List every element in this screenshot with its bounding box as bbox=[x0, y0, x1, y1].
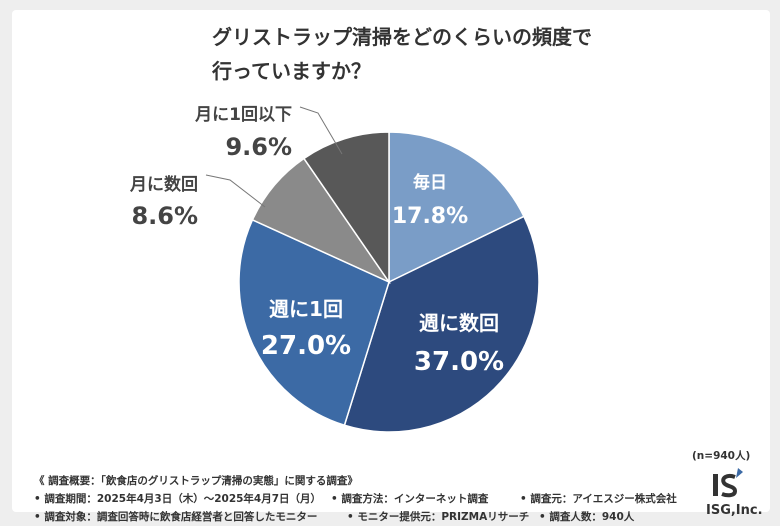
slice-value-label: 8.6% bbox=[131, 202, 198, 230]
slice-value-label: 9.6% bbox=[225, 133, 292, 161]
isg-logo-icon bbox=[713, 468, 743, 498]
leader-line bbox=[205, 174, 266, 208]
survey-source: • 調査元：アイエスジー株式会社 bbox=[520, 493, 677, 505]
survey-provider: • モニター提供元：PRIZMAリサーチ bbox=[347, 511, 530, 523]
pie-slice bbox=[388, 131, 525, 284]
slice-value-label: 37.0% bbox=[414, 347, 504, 377]
chart-title-line2: 行っていますか？ bbox=[212, 59, 371, 83]
chart-title-line1: グリストラップ清掃をどのくらいの頻度で bbox=[212, 25, 592, 49]
sample-size-label: (n=940人) bbox=[692, 450, 751, 462]
slice-label: 毎日 bbox=[413, 172, 447, 193]
slice-label: 週に数回 bbox=[419, 311, 499, 335]
slice-label: 週に1回 bbox=[269, 297, 343, 321]
pie-slice bbox=[302, 131, 390, 285]
pie-chart: 毎日 17.8% 週に数回 37.0% 週に1回 27.0% 月に数回 8.6% 月に1回以下 9… bbox=[129, 105, 540, 433]
slice-label: 月に数回 bbox=[129, 174, 198, 195]
logo-text: ISG,Inc. bbox=[706, 503, 763, 518]
pie-slice bbox=[238, 218, 390, 427]
survey-target: • 調査対象：調査回答時に飲食店経営者と回答したモニター bbox=[34, 511, 318, 523]
slice-value-label: 17.8% bbox=[392, 204, 468, 229]
survey-respondents: • 調査人数：940人 bbox=[539, 511, 635, 523]
pie-slice bbox=[343, 215, 540, 433]
survey-method: • 調査方法：インターネット調査 bbox=[331, 493, 489, 505]
survey-overview: 《 調査概要：「飲食店のグリストラップ清掃の実態」に関する調査》 bbox=[34, 475, 358, 487]
leader-line bbox=[299, 106, 343, 155]
survey-footer: 《 調査概要：「飲食店のグリストラップ清掃の実態」に関する調査》 • 調査期間：… bbox=[34, 472, 694, 526]
survey-period: • 調査期間：2025年4月3日（木）～2025年4月7日（月） bbox=[34, 493, 322, 505]
slice-value-label: 27.0% bbox=[261, 331, 351, 361]
slice-label: 月に1回以下 bbox=[194, 105, 292, 125]
card: 毎日 17.8% 週に数回 37.0% 週に1回 27.0% 月に数回 8.6% 月に1回以下 9… bbox=[12, 10, 770, 523]
chart-title: グリストラップ清掃をどのくらいの頻度で 行っていますか？ bbox=[212, 20, 632, 88]
